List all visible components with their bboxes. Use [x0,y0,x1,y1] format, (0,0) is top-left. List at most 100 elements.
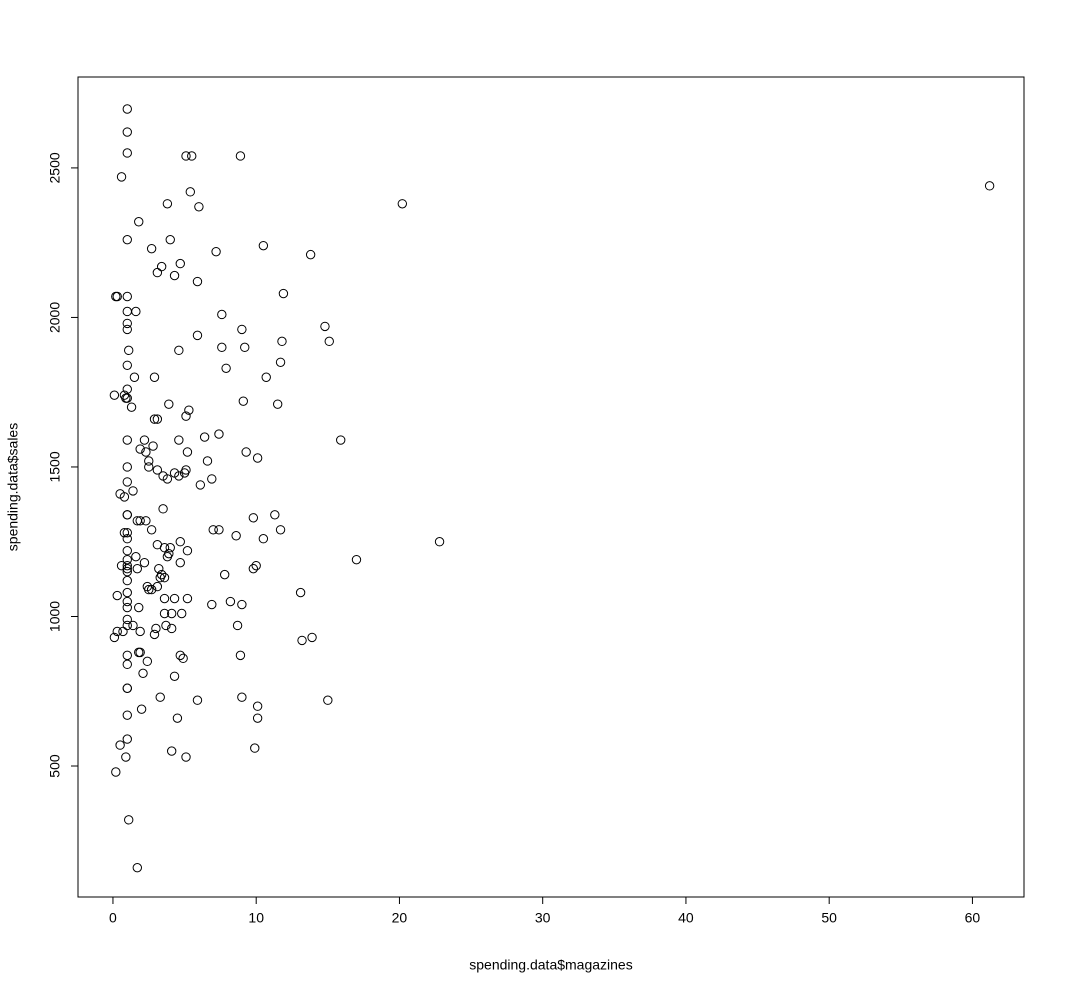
point [166,623,177,634]
point [211,246,221,257]
point [131,306,141,317]
point [122,477,132,487]
point [132,563,143,574]
point [122,291,132,302]
point [112,626,122,637]
point [323,695,333,705]
point [307,632,317,643]
point [272,399,283,409]
point [119,492,130,502]
point [161,620,171,631]
point [138,668,148,679]
point [235,151,246,161]
point [181,752,191,762]
point [149,629,160,640]
point [119,528,130,538]
x-tick-label: 60 [965,910,981,926]
point [177,608,187,619]
point [275,525,286,535]
point [194,202,204,212]
point [135,626,145,637]
point [225,596,236,607]
point [152,414,163,424]
point [132,862,143,873]
point [174,435,184,445]
point [148,441,158,451]
point [184,405,194,415]
point [192,695,203,705]
point [121,752,131,762]
point [134,217,144,227]
point [240,342,250,353]
point [174,345,184,356]
point [199,432,210,442]
point [116,172,127,182]
point [152,267,163,278]
point [144,584,154,595]
point [122,435,132,445]
point [231,531,241,541]
point [164,399,174,409]
point [237,324,247,335]
point [129,372,140,382]
x-tick-label: 0 [109,910,117,926]
point [109,390,120,400]
point [165,234,175,245]
point [122,563,132,574]
point [139,435,150,445]
point [207,474,217,484]
y-tick-label: 500 [47,754,63,778]
point [109,632,120,643]
point [162,199,173,209]
x-tick-label: 10 [248,910,264,926]
point [122,650,132,661]
point [252,701,263,711]
point [122,659,132,670]
point [162,551,173,562]
point [275,357,286,367]
point [165,543,175,553]
point [139,557,150,568]
point [252,713,263,723]
point [149,414,160,424]
point [122,462,132,472]
point [166,608,177,619]
point [195,480,206,490]
point [158,504,168,514]
point [122,324,132,335]
point [146,584,157,595]
x-tick-label: 50 [821,910,837,926]
point [122,234,132,245]
point [122,384,132,394]
point [336,435,346,445]
point [122,587,132,598]
point [185,187,196,197]
point [181,151,191,161]
point [135,444,145,454]
point [142,656,153,667]
point [207,599,217,610]
point [324,336,334,347]
point [261,372,271,382]
point [232,620,243,631]
point [128,486,138,496]
point [219,569,230,580]
point [182,447,193,457]
point [178,653,188,664]
point [124,345,134,356]
point [134,647,144,658]
point [235,650,246,661]
point [146,243,157,254]
point [258,240,269,251]
point [131,551,141,562]
point [124,815,134,825]
point [122,360,132,370]
point [250,743,260,753]
point [122,534,132,544]
point [122,734,132,744]
point [251,560,261,571]
point [134,602,144,613]
point [169,270,180,281]
point [159,593,170,604]
